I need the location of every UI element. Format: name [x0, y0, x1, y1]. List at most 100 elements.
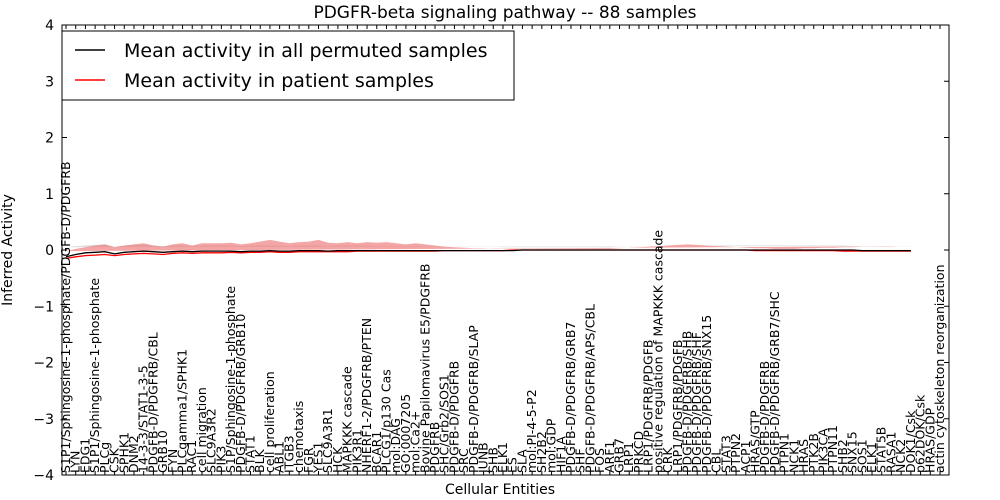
- x-tick-label: NHERF1-2/PDGFRB/PTEN: [359, 318, 374, 473]
- y-tick-label: −3: [33, 412, 54, 428]
- x-tick-label: PDGFRB: [427, 422, 442, 473]
- x-tick-label: mol:Ca2+: [408, 411, 423, 473]
- x-tick-label: SLC9A3R1: [320, 408, 335, 473]
- x-tick-label: JUNB: [476, 442, 491, 474]
- x-tick-label: PDGFB-D/PDGFRB/SLAP: [466, 325, 481, 473]
- x-tick-label: cell proliferation: [262, 371, 277, 473]
- x-tick-label: SOS1: [854, 439, 869, 473]
- series-lines: [65, 249, 911, 260]
- x-tick-label: PDGFB-D/PDGFRB/SHF: [689, 332, 704, 473]
- x-tick-label: PRKCD: [631, 431, 646, 473]
- x-tick-label: GO:0007205: [398, 394, 413, 473]
- x-tick-label: PIK3: [213, 446, 228, 473]
- x-tick-label: SHF: [573, 448, 588, 473]
- x-tick-label: BLK: [252, 448, 267, 473]
- y-tick-label: −4: [33, 468, 54, 484]
- x-tick-label: HCK: [330, 446, 345, 473]
- x-tick-label: YES1: [311, 442, 326, 474]
- y-tick-label: −2: [33, 356, 54, 372]
- x-tick-label: ARF1: [602, 441, 617, 473]
- x-tick-label: PTPN2: [728, 433, 743, 473]
- x-tick-label: S1P1/Sphingosine-1-phosphate: [87, 278, 102, 473]
- x-tick-label: HRAS: [796, 439, 811, 473]
- x-tick-label: p62DOK/Csk: [913, 394, 928, 473]
- x-tick-label: ELK1: [864, 442, 879, 473]
- x-tick-label: actin cytoskeleton reorganization: [932, 264, 947, 473]
- x-ticks: [65, 25, 941, 475]
- x-tick-label: Bovine Papilomavirus E5/PDGFRB: [417, 264, 432, 473]
- x-tick-label: SHC/Grb2/SOS1: [437, 374, 452, 473]
- line-permuted-mean: [65, 249, 911, 258]
- confidence-bands: [66, 239, 911, 252]
- x-tick-label: HIF1A: [553, 436, 568, 473]
- x-tick-label: SH2B2: [534, 431, 549, 473]
- legend-box: [61, 30, 515, 101]
- chart-title: PDGFR-beta signaling pathway -- 88 sampl…: [313, 3, 696, 23]
- x-tick-label: GRB10: [155, 430, 170, 473]
- x-tick-label: FYN: [165, 449, 180, 473]
- x-tick-label: PIK3CA: [816, 428, 831, 473]
- x-tick-label: S1P/Sphingosine-1-phosphate: [223, 286, 238, 473]
- x-tick-label: PLCgamma1/SPHK1: [175, 349, 190, 473]
- x-tick-label: SNX15: [845, 431, 860, 473]
- x-tick-label: LRP1/PDGFRB/PDGFB: [670, 340, 685, 473]
- y-axis: −4 −3 −2 −1 0 1 2 3 4: [33, 18, 949, 484]
- x-tick-label: EDG1: [77, 438, 92, 473]
- x-tick-label: SPHK1: [116, 432, 131, 473]
- x-tick-label: PDGFB-D/PDGFRB/CBL: [145, 332, 160, 473]
- x-tick-label: SLA: [514, 449, 529, 473]
- y-axis-label: Inferred Activity: [0, 194, 16, 306]
- y-tick-label: 3: [45, 74, 54, 90]
- x-tick-label: DOK1/Csk: [903, 410, 918, 473]
- x-tick-label: PDGFB-D/PDGFRB/GRB7/SHC: [767, 291, 782, 473]
- y-tick-label: 4: [45, 18, 54, 34]
- legend-label-permuted: Mean activity in all permuted samples: [124, 40, 487, 62]
- x-tick-labels: S1P1/Sphingosine-1-phosphate/PDGFB-D/PDG…: [58, 161, 947, 474]
- x-tick-label: PDGFB-D/PDGFRB/GRB10: [233, 314, 248, 473]
- x-tick-label: mol:GDP: [544, 418, 559, 473]
- x-tick-label: HRAS/GDP: [922, 407, 937, 473]
- x-tick-label: PLCG1/p130 Cas: [379, 369, 394, 473]
- x-tick-label: SRC: [456, 448, 471, 473]
- legend: Mean activity in all permuted samples Me…: [61, 30, 515, 101]
- legend-label-patient: Mean activity in patient samples: [124, 70, 434, 92]
- x-tick-label: LYN: [68, 451, 83, 473]
- x-tick-label: ES: [505, 457, 520, 473]
- x-tick-label: PIK3R1: [349, 429, 364, 473]
- x-tick-label: SHB: [485, 447, 500, 473]
- x-tick-label: PDGFB-D/PDGFRB/GRB7: [563, 322, 578, 473]
- x-tick-label: NCK2: [893, 439, 908, 473]
- x-tick-label: FGR: [301, 447, 316, 473]
- x-tick-label: PDGFB-D/PDGFRB/SNX15: [699, 315, 714, 473]
- x-tick-label: FOS: [592, 448, 607, 473]
- x-tick-label: PLCg: [97, 442, 112, 473]
- x-tick-label: ABL1: [272, 441, 287, 473]
- x-tick-label: PTK2B: [806, 433, 821, 473]
- x-tick-label: ITGB3: [281, 435, 296, 473]
- x-axis-label: Cellular Entities: [445, 482, 555, 498]
- x-tick-label: PDGFB-D/PDGFRB: [446, 361, 461, 473]
- x-tick-label: SHB2: [835, 439, 850, 473]
- band-patient: [66, 239, 911, 252]
- x-tick-label: STAT3: [718, 435, 733, 473]
- x-tick-label: MAPKKK cascade: [340, 366, 355, 473]
- x-tick-label: PTPN11: [825, 425, 840, 473]
- x-tick-label: mol:DAG: [388, 418, 403, 473]
- x-tick-label: PTPN1: [777, 433, 792, 473]
- x-tick-label: HRAS/GTP: [748, 410, 763, 473]
- x-tick-label: GRB7: [612, 438, 627, 473]
- x-tick-label: cell migration: [194, 387, 209, 473]
- x-tick-label: S1P1/Sphingosine-1-phosphate/PDGFB-D/PDG…: [58, 161, 73, 473]
- x-tick-label: STAT5B: [874, 427, 889, 473]
- y-tick-label: 1: [45, 187, 54, 203]
- x-tick-label: LRP1/PDGFRB/PDGFB: [641, 340, 656, 473]
- y-tick-label: −1: [33, 299, 54, 315]
- x-tick-label: RASA1: [883, 432, 898, 473]
- x-tick-label: PDGFB-D/PDGFRB/APS/CBL: [582, 304, 597, 473]
- x-tick-label: PDGFB-D/PDGFRB: [757, 361, 772, 473]
- x-tick-label: 14-3-3/STAT1-3-5: [136, 365, 151, 473]
- x-tick-label: CRK: [660, 447, 675, 473]
- x-tick-label: DNM2: [126, 435, 141, 473]
- x-tick-label: mol:PI-4-5-P2: [524, 389, 539, 473]
